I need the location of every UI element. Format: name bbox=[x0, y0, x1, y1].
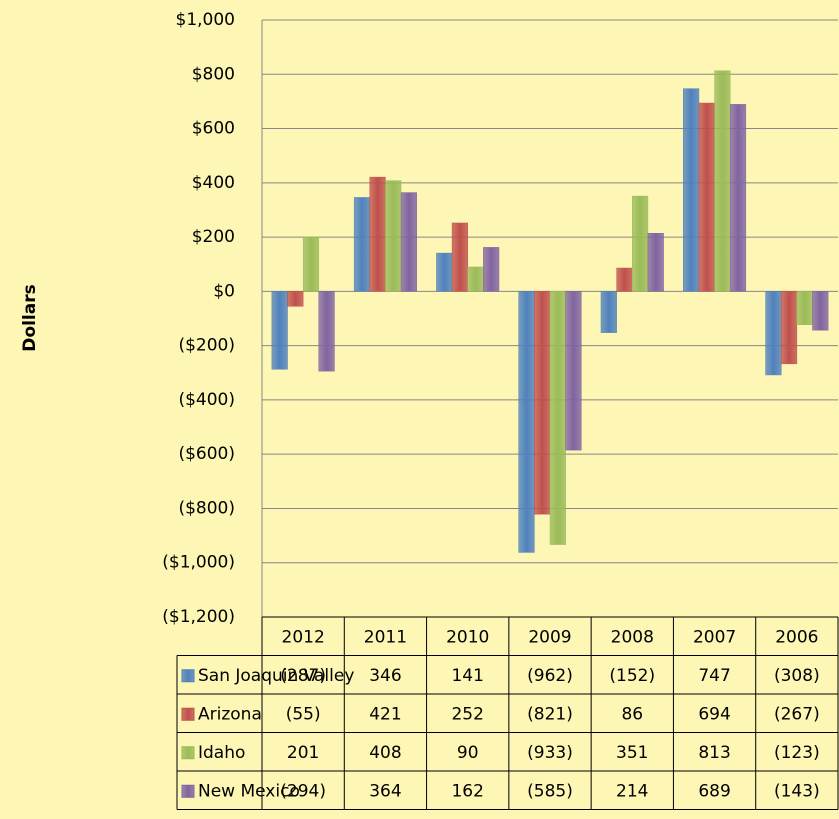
legend-label: Arizona bbox=[198, 704, 262, 724]
bar bbox=[796, 291, 813, 325]
table-value: (55) bbox=[286, 704, 321, 724]
y-tick-label: ($1,200) bbox=[162, 607, 235, 627]
table-value: 201 bbox=[287, 743, 319, 763]
x-tick-label: 2012 bbox=[282, 627, 325, 647]
y-tick-label: $400 bbox=[192, 173, 235, 193]
x-tick-label: 2008 bbox=[611, 627, 654, 647]
bar bbox=[287, 291, 304, 307]
bar bbox=[400, 192, 417, 292]
bar bbox=[647, 233, 664, 292]
bar bbox=[549, 291, 566, 545]
x-tick-label: 2009 bbox=[528, 627, 571, 647]
table-value: 408 bbox=[369, 743, 401, 763]
table-value: 346 bbox=[369, 666, 401, 686]
legend-swatch bbox=[181, 784, 195, 798]
legend-label: Idaho bbox=[198, 743, 245, 763]
table-value: (152) bbox=[609, 666, 655, 686]
bar bbox=[683, 88, 700, 292]
bar bbox=[483, 247, 500, 292]
bar bbox=[271, 291, 288, 370]
table-value: 86 bbox=[621, 704, 643, 724]
table-value: (267) bbox=[774, 704, 820, 724]
legend-swatch bbox=[181, 669, 195, 683]
bar bbox=[600, 291, 617, 333]
table-value: (294) bbox=[280, 781, 326, 801]
y-tick-label: ($1,000) bbox=[162, 553, 235, 573]
bar bbox=[565, 291, 582, 451]
table-value: (962) bbox=[527, 666, 573, 686]
legend-swatch bbox=[181, 707, 195, 721]
y-tick-label: $1,000 bbox=[176, 10, 235, 30]
y-tick-label: $800 bbox=[192, 64, 235, 84]
bar bbox=[698, 102, 715, 292]
table-value: 747 bbox=[698, 666, 730, 686]
x-tick-label: 2006 bbox=[775, 627, 818, 647]
table-value: 689 bbox=[698, 781, 730, 801]
bar bbox=[632, 195, 649, 292]
bar bbox=[714, 70, 731, 292]
table-value: (585) bbox=[527, 781, 573, 801]
y-axis-label: Dollars bbox=[20, 284, 40, 351]
bar bbox=[812, 291, 829, 331]
table-value: (123) bbox=[774, 743, 820, 763]
bar bbox=[385, 180, 402, 292]
x-tick-label: 2007 bbox=[693, 627, 736, 647]
bar bbox=[436, 252, 453, 292]
table-value: 364 bbox=[369, 781, 401, 801]
y-tick-label: $200 bbox=[192, 227, 235, 247]
y-tick-label: $600 bbox=[192, 119, 235, 139]
bar bbox=[451, 222, 468, 292]
y-tick-label: ($200) bbox=[178, 336, 235, 356]
table-value: 162 bbox=[451, 781, 483, 801]
x-tick-label: 2011 bbox=[364, 627, 407, 647]
legend-label: San Joaquin Valley bbox=[198, 666, 354, 686]
y-tick-label: $0 bbox=[213, 281, 235, 301]
table-value: (287) bbox=[280, 666, 326, 686]
bar bbox=[353, 197, 371, 292]
table-value: 214 bbox=[616, 781, 648, 801]
y-tick-label: ($600) bbox=[178, 444, 235, 464]
bar bbox=[318, 291, 335, 372]
table-value: 421 bbox=[369, 704, 401, 724]
table-value: (933) bbox=[527, 743, 573, 763]
legend-label: New Mexico bbox=[198, 781, 300, 801]
bar bbox=[616, 267, 633, 292]
bar bbox=[369, 176, 386, 292]
bar bbox=[302, 236, 320, 292]
table-value: (308) bbox=[774, 666, 820, 686]
bar bbox=[518, 291, 535, 553]
bar bbox=[729, 104, 747, 292]
legend-swatch bbox=[181, 746, 195, 760]
table-value: 813 bbox=[698, 743, 730, 763]
table-value: 351 bbox=[616, 743, 648, 763]
bar bbox=[780, 291, 798, 365]
bar bbox=[534, 291, 551, 515]
x-tick-label: 2010 bbox=[446, 627, 489, 647]
table-value: 90 bbox=[457, 743, 479, 763]
table-value: (143) bbox=[774, 781, 820, 801]
y-tick-label: ($800) bbox=[178, 498, 235, 518]
table-value: 141 bbox=[451, 666, 483, 686]
table-value: 252 bbox=[451, 704, 483, 724]
bar bbox=[467, 266, 484, 292]
bar bbox=[765, 291, 782, 376]
table-value: (821) bbox=[527, 704, 573, 724]
y-tick-label: ($400) bbox=[178, 390, 235, 410]
table-value: 694 bbox=[698, 704, 730, 724]
